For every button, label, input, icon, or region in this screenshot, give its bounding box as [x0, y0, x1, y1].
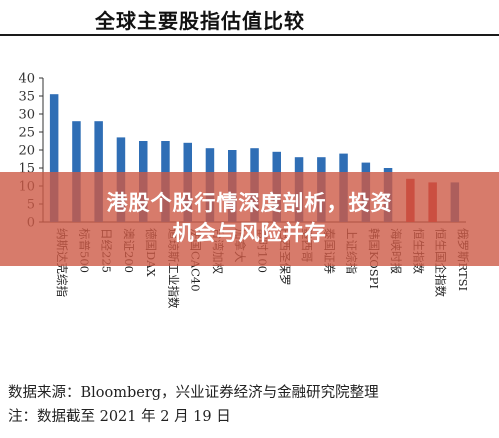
y-tick-label: 35: [18, 90, 35, 105]
bar: [94, 121, 103, 222]
bar: [49, 94, 59, 222]
headline-text: 港股个股行情深度剖析，投资 机会与风险并存: [0, 172, 499, 248]
title-bar: 全球主要股指估值比较: [0, 0, 499, 36]
y-tick-label: 20: [18, 144, 35, 159]
date-note: 注：数据截至 2021 年 2 月 19 日: [8, 409, 231, 425]
headline-banner: 港股个股行情深度剖析，投资 机会与风险并存: [0, 172, 499, 266]
y-tick-label: 25: [18, 126, 35, 141]
source-note: 数据来源：Bloomberg，兴业证券经济与金融研究院整理: [8, 385, 379, 401]
title-divider: [0, 34, 499, 36]
chart-title: 全球主要股指估值比较: [95, 9, 305, 33]
chart-footer: 数据来源：Bloomberg，兴业证券经济与金融研究院整理 注：数据截至 202…: [8, 381, 379, 429]
y-tick-label: 40: [18, 72, 35, 87]
y-tick-label: 30: [18, 108, 35, 123]
bar: [72, 121, 81, 222]
headline-line-2: 机会与风险并存: [172, 221, 327, 245]
headline-line-1: 港股个股行情深度剖析，投资: [106, 191, 393, 215]
